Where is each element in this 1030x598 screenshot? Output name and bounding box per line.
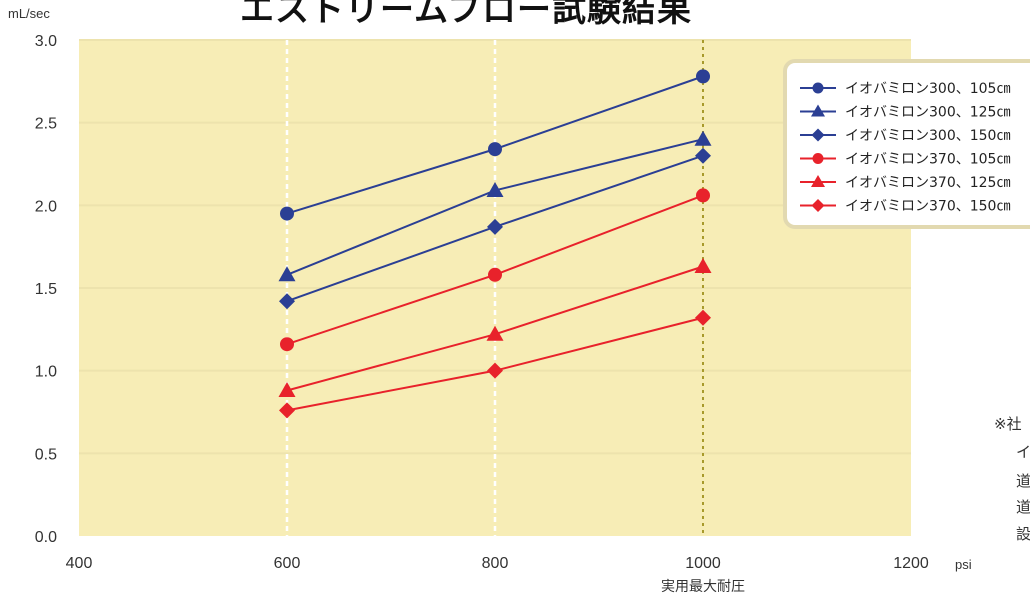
data-point (812, 82, 824, 94)
data-point (487, 362, 503, 379)
legend-box (783, 59, 1030, 229)
y-tick-label: 0.5 (35, 446, 57, 463)
data-point (279, 293, 295, 310)
data-point (280, 337, 294, 352)
series (279, 147, 711, 310)
series-layer (278, 69, 712, 419)
side-note-line: 設 (1016, 525, 1030, 543)
data-point (278, 382, 296, 398)
series (278, 130, 712, 282)
data-point (696, 69, 710, 84)
legend-label: イオバミロン300、150㎝ (845, 128, 1010, 144)
data-point (811, 175, 825, 187)
legend-label: イオバミロン370、125㎝ (845, 175, 1010, 191)
x-annotation: 実用最大耐圧 (661, 579, 745, 595)
data-point (811, 199, 825, 212)
x-tick-label: 400 (66, 555, 93, 572)
data-point (488, 267, 502, 282)
y-tick-label: 3.0 (35, 33, 57, 50)
data-point (488, 142, 502, 157)
y-tick-label: 1.0 (35, 364, 57, 381)
x-tick-label: 600 (274, 555, 301, 572)
y-tick-label: 2.5 (35, 116, 57, 133)
series (279, 309, 711, 419)
chart-title: エストリームフロー試験結果 (240, 0, 692, 30)
data-point (695, 309, 711, 326)
series (280, 69, 710, 221)
legend: イオバミロン300、105㎝イオバミロン300、125㎝イオバミロン300、15… (783, 59, 1030, 229)
y-tick-label: 0.0 (35, 529, 57, 546)
data-point (278, 266, 296, 282)
data-point (487, 218, 503, 235)
legend-label: イオバミロン370、105㎝ (845, 152, 1010, 168)
data-point (486, 325, 504, 341)
legend-label: イオバミロン300、125㎝ (845, 105, 1010, 121)
grid (79, 39, 911, 536)
x-axis-label: psi (955, 557, 972, 572)
y-axis-label: mL/sec (8, 6, 50, 21)
y-tick-label: 1.5 (35, 281, 57, 298)
side-note-line: ※社 (994, 415, 1022, 433)
y-tick-label: 2.0 (35, 198, 57, 215)
data-point (279, 402, 295, 419)
series (278, 258, 712, 398)
data-point (694, 258, 712, 274)
data-point (280, 206, 294, 221)
x-tick-label: 1200 (893, 555, 929, 572)
data-point (694, 130, 712, 146)
side-note-line: 道 (1016, 472, 1030, 490)
legend-label: イオバミロン370、150㎝ (845, 199, 1010, 215)
x-tick-label: 1000 (685, 555, 721, 572)
data-point (486, 181, 504, 197)
data-point (811, 104, 825, 117)
data-point (695, 147, 711, 164)
side-note-line: 道 (1016, 498, 1030, 516)
data-point (811, 128, 825, 142)
side-note-line: イ (1016, 443, 1030, 461)
legend-label: イオバミロン300、105㎝ (845, 81, 1010, 97)
series (280, 188, 710, 352)
x-tick-label: 800 (482, 555, 509, 572)
data-point (812, 153, 824, 164)
axes: 0.0 0.5 1.0 1.5 2.0 2.5 3.0 400 600 800 1000 1200 ps… (35, 33, 972, 595)
data-point (696, 188, 710, 203)
